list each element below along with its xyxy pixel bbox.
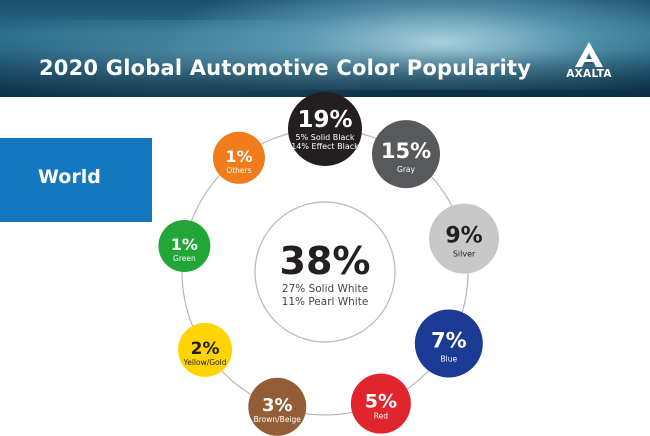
- bubble-category-label: Blue: [441, 355, 458, 364]
- header-banner: 2020 Global Automotive Color Popularity …: [0, 0, 650, 97]
- bubble-value-label: 7%: [431, 329, 467, 353]
- page-title: 2020 Global Automotive Color Popularity: [39, 56, 532, 80]
- color-bubble-shape: [350, 373, 411, 434]
- color-bubble-blue: 7% Blue: [414, 309, 483, 378]
- region-label: World: [38, 166, 101, 188]
- region-box: World: [0, 138, 152, 222]
- color-bubble-shape: [371, 120, 440, 189]
- color-bubble-red: 5%Red: [350, 373, 411, 434]
- color-bubble-brown-beige: 3%Brown/Beige: [248, 377, 307, 436]
- axalta-logo: AXALTA: [553, 40, 625, 85]
- center-value-label: 38%: [280, 239, 371, 283]
- center-detail-label: 11% Pearl White: [282, 296, 369, 308]
- bubble-category-label: Others: [226, 166, 251, 175]
- bubble-value-label: 3%: [262, 395, 293, 416]
- bubble-value-label: 9%: [445, 224, 482, 249]
- color-bubble-shape: [178, 322, 233, 377]
- center-circle-shape: [254, 201, 396, 343]
- bubble-detail-label: 5% Solid Black: [296, 133, 355, 142]
- bubble-value-label: 5%: [365, 391, 397, 413]
- axalta-logo-icon: [575, 42, 603, 67]
- bubble-category-label: Yellow/Gold: [183, 358, 227, 367]
- color-bubble-gray: 15% Gray: [371, 120, 440, 189]
- bubble-value-label: 15%: [381, 139, 431, 163]
- bubble-value-label: 1%: [171, 235, 198, 254]
- bubble-value-label: 2%: [191, 339, 220, 359]
- bubble-category-label: Red: [374, 412, 388, 421]
- color-bubble-shape: [158, 219, 211, 272]
- color-bubble-shape: [288, 92, 362, 166]
- color-bubble-silver: 9%Silver: [429, 203, 500, 274]
- bubble-detail-label: 14% Effect Black: [291, 142, 359, 151]
- color-bubble-shape: [429, 203, 500, 274]
- color-bubble-shape: [212, 131, 265, 184]
- bubble-category-label: Gray: [397, 165, 415, 174]
- color-bubble-green: 1%Green: [158, 219, 211, 272]
- bubble-category-label: Brown/Beige: [254, 415, 302, 424]
- color-bubble-yellow-gold: 2%Yellow/Gold: [178, 322, 233, 377]
- bubble-value-label: 1%: [225, 147, 252, 166]
- color-bubble-others: 1%Others: [212, 131, 265, 184]
- center-detail-label: 27% Solid White: [282, 283, 368, 295]
- bubble-category-label: Green: [173, 254, 196, 263]
- bubble-value-label: 19%: [297, 107, 352, 133]
- banner-shade: [0, 50, 650, 97]
- logo-wordmark: AXALTA: [566, 68, 612, 80]
- color-bubble-shape: [248, 377, 307, 436]
- color-bubble-shape: [414, 309, 483, 378]
- bubble-category-label: Silver: [453, 250, 476, 259]
